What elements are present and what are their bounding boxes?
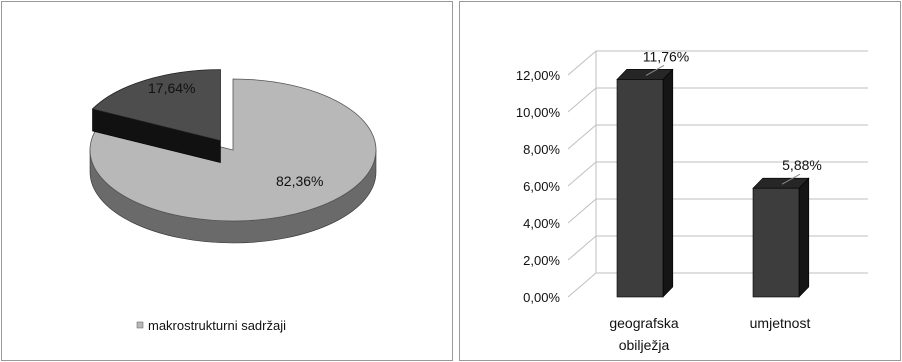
bar-y-tick-label: 2,00% bbox=[523, 253, 560, 268]
bar-y-tick-label: 8,00% bbox=[523, 142, 560, 157]
bar-grid-diagonal bbox=[567, 161, 597, 187]
bar-category-label: geografska bbox=[609, 315, 678, 331]
bar-data-label-2: 5,88% bbox=[782, 157, 822, 173]
bar-y-tick-label: 0,00% bbox=[523, 290, 560, 305]
bar-1 bbox=[616, 79, 664, 298]
bar-side-1 bbox=[662, 68, 674, 298]
bar-chart-frame bbox=[459, 1, 901, 361]
bar-chart-panel: 0,00% 2,00% 4,00% 6,00% 8,00% 10,00% 12,00% 11,… bbox=[458, 0, 902, 362]
bar-grid-diagonal bbox=[567, 87, 597, 113]
bar-y-tick-label: 10,00% bbox=[516, 105, 561, 120]
bar-top-1 bbox=[616, 69, 674, 80]
bar-chart: 0,00% 2,00% 4,00% 6,00% 8,00% 10,00% 12,00% 11,… bbox=[459, 1, 901, 361]
bar-grid-diagonal bbox=[567, 272, 597, 298]
pie-slice-makrostrukturni bbox=[89, 78, 377, 222]
bar-data-label-1: 11,76% bbox=[643, 48, 689, 64]
bar-2 bbox=[752, 187, 800, 298]
pie-chart: 17,64% 82,36% makrostrukturni sadržaji bbox=[1, 1, 453, 361]
pie-legend-label: makrostrukturni sadržaji bbox=[148, 318, 286, 333]
bar-data-leader-2 bbox=[781, 173, 801, 185]
pie-chart-panel: 17,64% 82,36% makrostrukturni sadržaji bbox=[0, 0, 454, 362]
pie-legend-swatch bbox=[136, 321, 144, 329]
bar-category-label: obilježja bbox=[619, 337, 670, 353]
pie-data-label-large: 82,36% bbox=[276, 173, 323, 189]
bar-top-2 bbox=[752, 177, 810, 189]
bar-grid-diagonal bbox=[567, 235, 597, 261]
pie-data-label-small: 17,64% bbox=[148, 80, 195, 96]
bar-grid-diagonal bbox=[567, 124, 597, 150]
bar-y-tick-label: 6,00% bbox=[523, 179, 560, 194]
pie-slice-small bbox=[91, 69, 221, 142]
bar-y-tick-label: 4,00% bbox=[523, 216, 560, 231]
bar-side-2 bbox=[798, 177, 810, 298]
bar-category-label: umjetnost bbox=[750, 315, 811, 331]
bar-y-tick-label: 12,00% bbox=[516, 68, 561, 83]
bar-grid-diagonal bbox=[567, 198, 597, 224]
bar-grid-diagonal bbox=[567, 50, 597, 76]
bar-data-leader-1 bbox=[645, 65, 665, 76]
